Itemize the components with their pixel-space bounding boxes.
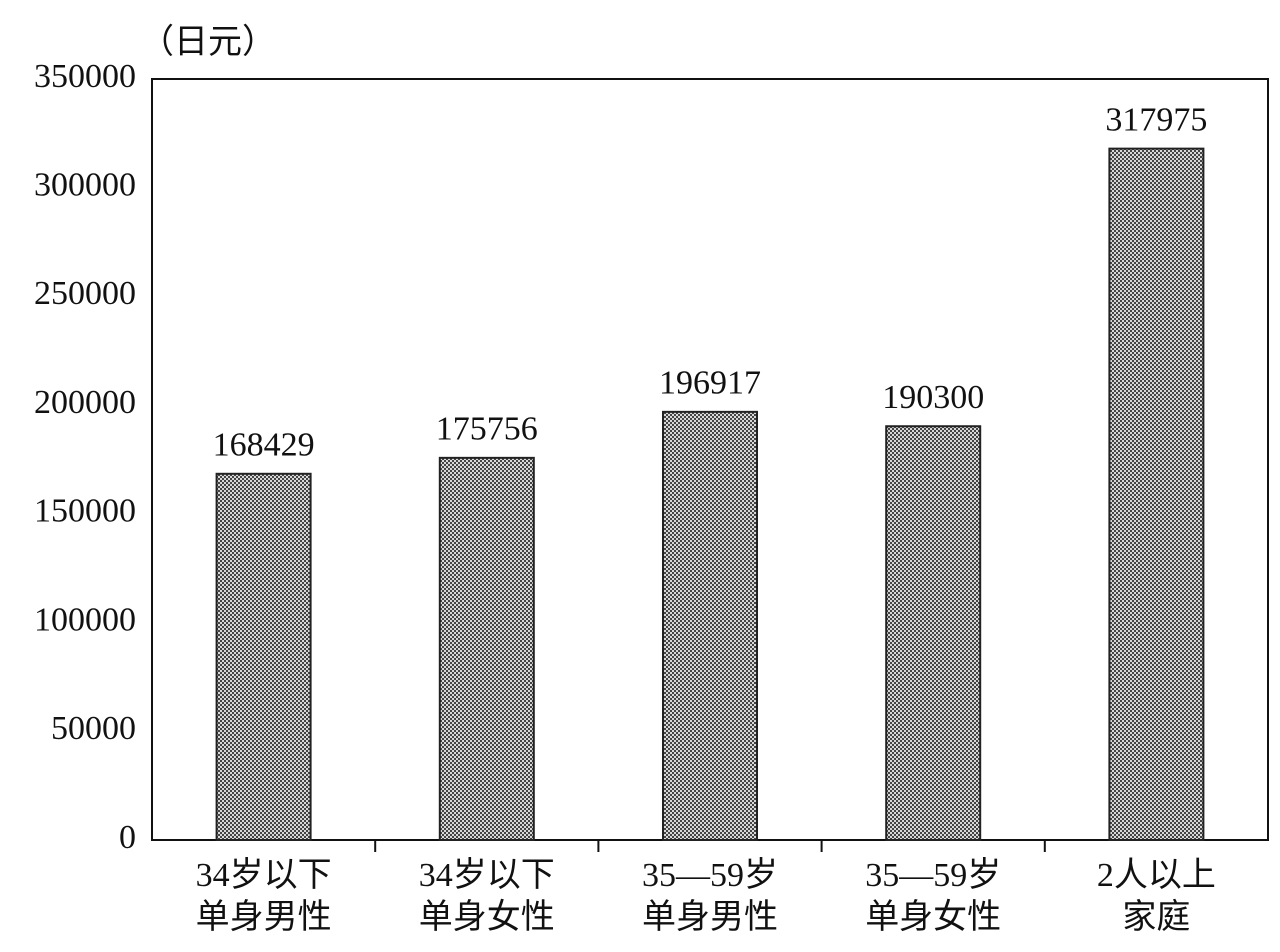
y-tick-label: 250000 — [34, 275, 136, 312]
value-label: 175756 — [436, 411, 538, 448]
y-tick-label: 150000 — [34, 493, 136, 530]
bar — [438, 456, 535, 841]
x-tick-label: 2人以上家庭 — [1097, 857, 1216, 936]
x-tick-label-line: 35—59岁 — [865, 856, 1001, 894]
x-tick-label-line: 2人以上 — [1097, 857, 1216, 894]
x-tick-label-line: 家庭 — [1122, 898, 1190, 936]
x-tick-label-line: 35—59岁 — [642, 856, 778, 894]
y-tick-label: 0 — [119, 819, 136, 856]
x-tick-label-line: 单身男性 — [196, 898, 332, 936]
x-tick-label-line: 单身男性 — [642, 898, 778, 936]
y-tick-label: 100000 — [34, 601, 136, 638]
x-tick-label-line: 34岁以下 — [419, 856, 555, 894]
x-tick-label: 34岁以下单身男性 — [196, 856, 332, 936]
x-tick-label-line: 34岁以下 — [196, 856, 332, 894]
bar — [215, 472, 312, 841]
y-tick-label: 300000 — [34, 167, 136, 204]
value-label: 196917 — [659, 365, 761, 402]
bar — [1108, 147, 1205, 842]
y-axis-label: （日元） — [140, 23, 276, 61]
y-tick-label: 200000 — [34, 384, 136, 421]
x-tick-label-line: 单身女性 — [865, 898, 1001, 936]
x-tick-label: 34岁以下单身女性 — [419, 856, 555, 936]
x-tick-label: 35—59岁单身男性 — [642, 856, 778, 936]
value-label: 190300 — [882, 379, 984, 416]
x-tick-label-line: 单身女性 — [419, 898, 555, 936]
bar — [885, 425, 982, 841]
value-label: 168429 — [213, 427, 315, 464]
value-label: 317975 — [1105, 101, 1207, 138]
y-tick-label: 50000 — [51, 710, 136, 747]
y-tick-label: 350000 — [34, 58, 136, 95]
x-tick-label: 35—59岁单身女性 — [865, 856, 1001, 936]
bar — [662, 410, 758, 841]
